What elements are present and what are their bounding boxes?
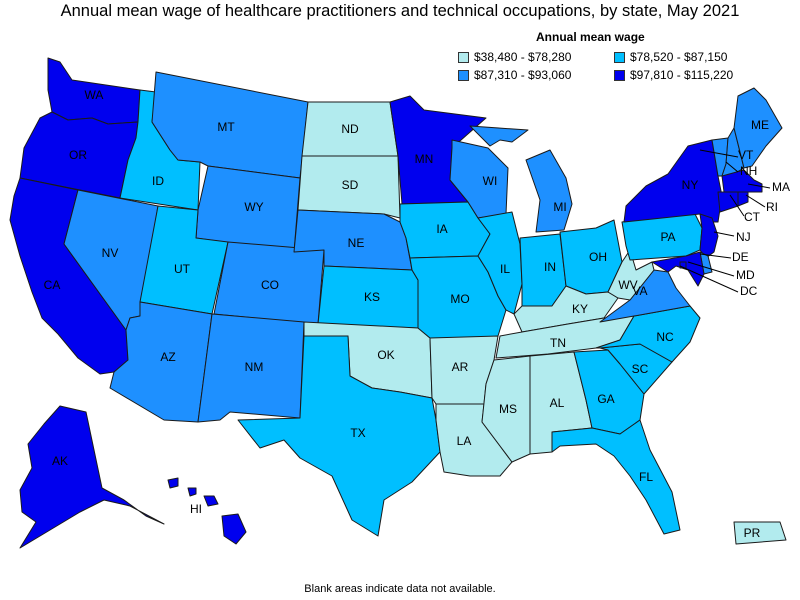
state-label-ma: MA	[772, 180, 790, 194]
state-label-vt: VT	[738, 148, 754, 162]
state-label-wy: WY	[244, 200, 263, 214]
state-md	[651, 251, 705, 287]
state-mi	[469, 125, 573, 233]
state-label-pa: PA	[660, 230, 675, 244]
state-label-oh: OH	[589, 250, 607, 264]
legend-item-4: $97,810 - $115,220	[614, 68, 733, 82]
legend-item-1: $38,480 - $78,280	[458, 50, 571, 64]
legend-label-1: $38,480 - $78,280	[474, 50, 572, 64]
label-leader-lines	[679, 149, 771, 293]
state-il	[477, 211, 523, 315]
state-label-or: OR	[69, 148, 87, 162]
state-label-az: AZ	[160, 350, 175, 364]
state-label-md: MD	[736, 268, 755, 282]
state-label-mt: MT	[217, 120, 235, 134]
state-label-ok: OK	[377, 348, 394, 362]
state-pr	[733, 521, 787, 545]
state-label-va: VA	[632, 284, 647, 298]
state-label-id: ID	[152, 174, 164, 188]
legend-swatch-2	[614, 51, 625, 63]
state-ak	[19, 405, 165, 549]
state-label-ms: MS	[499, 402, 517, 416]
state-ny	[623, 139, 723, 223]
state-label-il: IL	[500, 262, 510, 276]
legend-item-3: $87,310 - $93,060	[458, 68, 571, 82]
state-labels-layer: WA OR CA NV ID MT WY UT CO AZ NM ND SD NE KS OK TX MN IA MO…	[44, 88, 790, 540]
state-label-nd: ND	[341, 122, 359, 136]
state-fl	[551, 419, 681, 535]
state-label-ca: CA	[44, 278, 61, 292]
state-label-nm: NM	[245, 360, 264, 374]
state-sd	[297, 155, 401, 219]
state-label-de: DE	[732, 250, 749, 264]
state-label-ut: UT	[174, 262, 191, 276]
state-label-ks: KS	[364, 290, 380, 304]
state-label-wa: WA	[85, 88, 104, 102]
state-label-mi: MI	[553, 200, 566, 214]
state-label-ia: IA	[436, 222, 447, 236]
state-label-nj: NJ	[736, 230, 751, 244]
state-label-al: AL	[550, 396, 565, 410]
states-layer	[9, 57, 787, 549]
legend-title: Annual mean wage	[536, 30, 645, 44]
legend-swatch-1	[458, 51, 469, 63]
state-label-co: CO	[261, 278, 279, 292]
legend-swatch-4	[614, 69, 625, 81]
state-label-mo: MO	[450, 292, 469, 306]
state-label-ct: CT	[744, 210, 761, 224]
legend-label-2: $78,520 - $87,150	[630, 50, 728, 64]
state-label-ny: NY	[682, 178, 699, 192]
state-label-ri: RI	[766, 200, 778, 214]
state-label-sd: SD	[342, 178, 359, 192]
state-label-dc: DC	[740, 284, 758, 298]
state-label-ak: AK	[52, 454, 68, 468]
chart-title: Annual mean wage of healthcare practitio…	[60, 2, 740, 20]
state-label-ne: NE	[348, 236, 365, 250]
state-label-mn: MN	[415, 152, 434, 166]
footer-note: Blank areas indicate data not available.	[304, 583, 496, 595]
state-label-nh: NH	[740, 164, 757, 178]
state-label-wv: WV	[618, 278, 637, 292]
legend-swatch-3	[458, 69, 469, 81]
state-label-sc: SC	[632, 362, 649, 376]
state-label-nc: NC	[656, 330, 674, 344]
state-label-ar: AR	[452, 360, 469, 374]
state-label-nv: NV	[102, 246, 119, 260]
state-tx	[237, 335, 441, 537]
legend-item-2: $78,520 - $87,150	[614, 50, 727, 64]
state-label-me: ME	[751, 118, 769, 132]
legend-label-4: $97,810 - $115,220	[630, 68, 734, 82]
state-label-hi: HI	[190, 502, 202, 516]
state-label-ga: GA	[597, 392, 614, 406]
state-nc	[595, 305, 701, 363]
state-hi	[167, 477, 247, 545]
state-label-fl: FL	[639, 470, 653, 484]
state-ri	[737, 191, 749, 207]
state-label-la: LA	[457, 434, 472, 448]
state-label-ky: KY	[572, 302, 588, 316]
state-label-wi: WI	[483, 174, 498, 188]
state-label-tx: TX	[350, 426, 365, 440]
state-label-pr: PR	[744, 526, 761, 540]
state-label-in: IN	[544, 260, 556, 274]
legend-label-3: $87,310 - $93,060	[474, 68, 572, 82]
legend: Annual mean wage $38,480 - $78,280 $78,5…	[458, 30, 788, 86]
state-label-tn: TN	[550, 336, 566, 350]
state-me	[733, 87, 783, 169]
